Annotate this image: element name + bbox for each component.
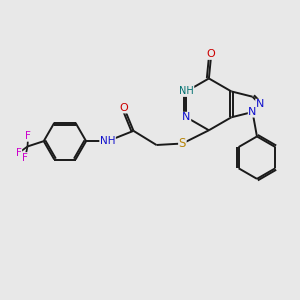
Text: O: O [207, 49, 216, 59]
Text: S: S [179, 137, 186, 150]
Text: NH: NH [100, 136, 115, 146]
Text: N: N [256, 99, 264, 110]
Text: F: F [16, 148, 22, 158]
Text: F: F [25, 131, 31, 141]
Text: O: O [120, 103, 128, 113]
Text: NH: NH [179, 86, 194, 96]
Text: N: N [182, 112, 190, 122]
Text: F: F [22, 153, 28, 163]
Text: N: N [248, 107, 257, 117]
